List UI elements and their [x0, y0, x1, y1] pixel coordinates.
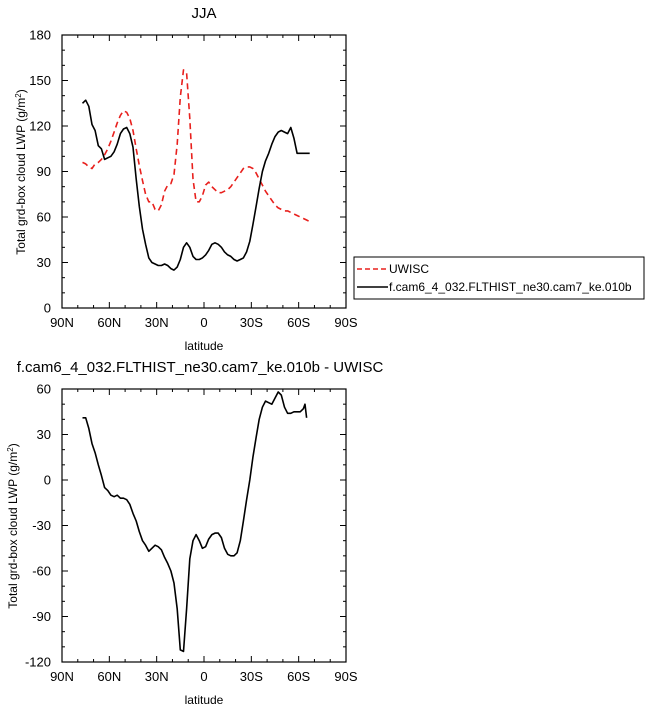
x-tick-label: 60N [97, 669, 121, 684]
series-line-0-0 [82, 69, 311, 223]
y-tick-label: -90 [32, 609, 51, 624]
bottom-series-group [82, 391, 308, 653]
bottom-chart-title: f.cam6_4_032.FLTHIST_ne30.cam7_ke.010b -… [17, 359, 384, 376]
y-tick-label: 60 [37, 210, 51, 225]
legend-label-model: f.cam6_4_032.FLTHIST_ne30.cam7_ke.010b [389, 280, 632, 294]
series-line-1-0 [82, 391, 308, 653]
top-y-axis-label: Total grd-box cloud LWP (g/m2) [14, 89, 28, 254]
bottom-y-axis-label: Total grd-box cloud LWP (g/m2) [6, 443, 20, 608]
legend-label-uwisc: UWISC [389, 262, 429, 276]
top-chart-title: JJA [191, 5, 216, 22]
legend: UWISC f.cam6_4_032.FLTHIST_ne30.cam7_ke.… [353, 256, 645, 300]
y-tick-label: -120 [25, 655, 51, 670]
x-tick-label: 0 [200, 315, 207, 330]
bottom-plot-frame [61, 388, 347, 663]
legend-box [353, 256, 645, 300]
x-tick-label: 0 [200, 669, 207, 684]
x-tick-label: 30S [240, 669, 263, 684]
x-tick-label: 60N [97, 315, 121, 330]
y-tick-label: 0 [44, 301, 51, 316]
y-tick-label: 90 [37, 164, 51, 179]
top-plot-frame [61, 34, 347, 309]
top-tick-group: 90N 60N 30N 0 30S 60S 90S 0 30 60 90 120 150 180 [29, 28, 358, 331]
y-tick-label: 120 [29, 119, 51, 134]
y-tick-label: -60 [32, 564, 51, 579]
bottom-panel: f.cam6_4_032.FLTHIST_ne30.cam7_ke.010b -… [6, 359, 383, 707]
y-tick-label: -30 [32, 518, 51, 533]
y-tick-label: 60 [37, 382, 51, 397]
x-tick-label: 30N [145, 315, 169, 330]
bottom-tick-group: 90N 60N 30N 0 30S 60S 90S -120 -90 -60 -30 0 30 60 [25, 382, 358, 685]
x-tick-label: 90S [334, 315, 357, 330]
top-panel: JJA 90N 60N 30N 0 30S 60S 90S0306090120150180 … [14, 5, 358, 353]
top-series-group [81, 69, 311, 271]
x-tick-label: 60S [287, 315, 310, 330]
y-tick-label: 0 [44, 473, 51, 488]
y-tick-label: 30 [37, 255, 51, 270]
top-x-axis-label: latitude [185, 339, 224, 353]
x-tick-label: 30N [145, 669, 169, 684]
x-tick-label: 90N [50, 315, 74, 330]
series-line-0-1 [81, 99, 310, 271]
x-tick-label: 90N [50, 669, 74, 684]
y-tick-label: 30 [37, 427, 51, 442]
y-tick-label: 180 [29, 28, 51, 43]
bottom-x-axis-label: latitude [185, 693, 224, 707]
y-tick-label: 150 [29, 73, 51, 88]
x-tick-label: 90S [334, 669, 357, 684]
x-tick-label: 30S [240, 315, 263, 330]
x-tick-label: 60S [287, 669, 310, 684]
